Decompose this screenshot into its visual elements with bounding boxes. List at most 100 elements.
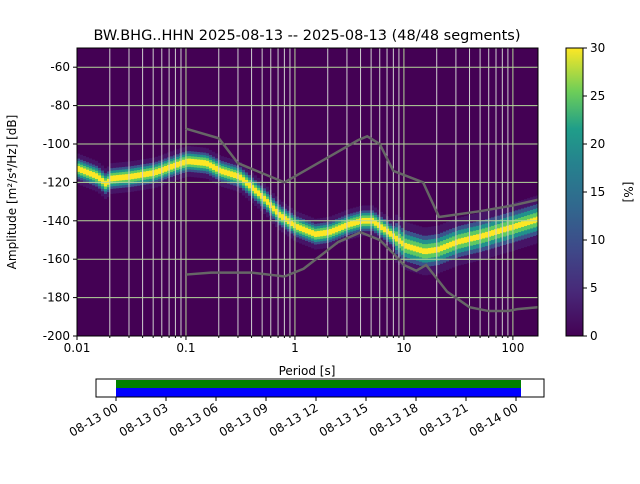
heatmap-cell <box>131 173 134 180</box>
y-tick-label: -80 <box>50 99 70 113</box>
nhnm-curve <box>185 127 538 219</box>
y-tick-label: -140 <box>43 214 70 228</box>
y-tick-label: -160 <box>43 252 70 266</box>
heatmap-cell <box>320 230 323 237</box>
heatmap-cell <box>176 161 179 168</box>
x-tick-label: 10 <box>396 341 411 355</box>
heatmap-cell <box>329 228 332 235</box>
heatmap-cell <box>473 234 476 241</box>
heatmap-cell <box>173 162 176 169</box>
time-tick-label: 08-13 00 <box>67 400 121 439</box>
heatmap-cell <box>206 160 209 167</box>
colorbar-tick-label: 5 <box>590 281 598 295</box>
heatmap-cell <box>530 218 533 225</box>
heatmap-cell <box>338 225 341 232</box>
heatmap-cell <box>296 224 299 230</box>
heatmap-cell <box>278 212 281 218</box>
time-tick-label: 08-13 18 <box>367 400 421 439</box>
availability-border <box>95 378 545 398</box>
x-axis-label: Period [s] <box>279 364 336 378</box>
heatmap-cell <box>86 169 89 176</box>
heatmap-cell <box>83 168 86 175</box>
heatmap-cell <box>134 172 137 179</box>
heatmap-cell <box>449 241 452 248</box>
heatmap-cell <box>146 171 149 177</box>
heatmap-cell <box>401 240 404 247</box>
heatmap-cell <box>482 232 485 239</box>
colorbar-tick-label: 0 <box>590 329 598 343</box>
heatmap-cell <box>254 187 257 194</box>
heatmap-cell <box>356 219 359 225</box>
heatmap-cell <box>344 222 347 229</box>
heatmap-cell <box>425 248 428 255</box>
heatmap-cell <box>197 159 200 166</box>
heatmap-cell <box>104 180 107 187</box>
heatmap-cell <box>155 169 158 176</box>
heatmap-cell <box>458 238 461 245</box>
heatmap-cell <box>407 243 410 250</box>
heatmap-cell <box>227 170 230 177</box>
y-tick-label: -60 <box>50 60 70 74</box>
heatmap-cell <box>122 174 125 181</box>
heatmap-cell <box>239 174 242 181</box>
heatmap-cell <box>515 223 518 229</box>
heatmap-cell <box>212 164 215 170</box>
y-tick-label: -180 <box>43 291 70 305</box>
heatmap-cell <box>305 227 308 234</box>
heatmap-cell <box>470 235 473 242</box>
plot-background <box>77 48 538 336</box>
heatmap-cell <box>161 167 164 173</box>
heatmap-cell <box>536 216 538 223</box>
heatmap-cell <box>428 247 431 254</box>
y-axis-label: Amplitude [m²/s⁴/Hz] [dB] <box>5 115 19 270</box>
time-tick-label: 08-13 09 <box>217 400 271 439</box>
heatmap-cell <box>404 242 407 249</box>
data-coverage-bar <box>116 380 521 388</box>
heatmap-cell <box>185 158 188 165</box>
colorbar-tick-label: 10 <box>590 233 605 247</box>
heatmap-cell <box>149 170 152 177</box>
heatmap-cell <box>500 227 503 234</box>
heatmap-cell <box>230 171 233 178</box>
heatmap-cell <box>341 224 344 230</box>
x-tick-label: 1 <box>291 341 299 355</box>
heatmap-cell <box>302 226 305 233</box>
heatmap-cell <box>443 244 446 250</box>
heatmap-cell <box>158 168 161 174</box>
heatmap-cell <box>137 172 140 179</box>
heatmap-cell <box>323 230 326 236</box>
colorbar-tick-label: 30 <box>590 41 605 55</box>
heatmap-cell <box>257 190 260 197</box>
heatmap-cell <box>77 166 80 172</box>
heatmap-cell <box>347 221 350 228</box>
heatmap-cell <box>209 162 212 169</box>
heatmap-cell <box>503 226 506 233</box>
heatmap-cell <box>485 231 488 238</box>
heatmap-cell <box>80 167 83 174</box>
heatmap-cell <box>290 220 293 227</box>
heatmap-cell <box>284 216 287 222</box>
heatmap-cell <box>377 222 380 228</box>
heatmap-cell <box>263 195 266 202</box>
heatmap-cell <box>299 225 302 232</box>
used-segments-bar <box>116 388 521 397</box>
heatmap-cell <box>281 214 284 220</box>
heatmap-cell <box>125 174 128 180</box>
time-tick-label: 08-14 00 <box>467 400 521 439</box>
heatmap-cell <box>524 220 527 227</box>
heatmap-cell <box>497 228 500 235</box>
heatmap-cell <box>464 237 467 243</box>
heatmap-cell <box>383 226 386 233</box>
heatmap-cell <box>260 193 263 199</box>
colorbar-tick-label: 15 <box>590 185 605 199</box>
heatmap-cell <box>266 199 269 205</box>
heatmap-cell <box>440 245 443 252</box>
heatmap-cell <box>521 221 524 227</box>
heatmap-cell <box>107 178 110 185</box>
heatmap-cell <box>335 226 338 233</box>
heatmap-cell <box>164 166 167 172</box>
heatmap-cell <box>419 247 422 254</box>
heatmap-cell <box>416 246 419 253</box>
heatmap-cell <box>437 246 440 253</box>
